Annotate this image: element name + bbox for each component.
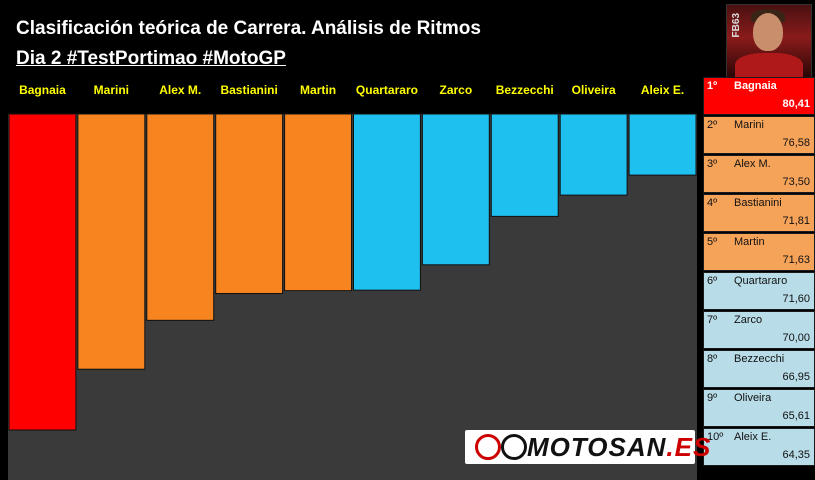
ranking-rider-name: Alex M.: [734, 158, 771, 170]
ranking-value: 64,35: [782, 449, 810, 461]
ranking-value: 76,58: [782, 137, 810, 149]
ranking-item: 6º Quartararo 71,60: [703, 272, 815, 310]
ranking-position: 4º: [707, 197, 718, 209]
bar-aleix-e-: [628, 113, 697, 176]
ranking-item: 7º Zarco 70,00: [703, 311, 815, 349]
category-label: Marini: [94, 83, 129, 97]
rider-head: [753, 13, 783, 51]
bar-oliveira: [559, 113, 628, 196]
ranking-position: 3º: [707, 158, 718, 170]
ranking-item: 1º Bagnaia 80,41: [703, 77, 815, 115]
ranking-position: 5º: [707, 236, 718, 248]
ranking-item: 2º Marini 76,58: [703, 116, 815, 154]
ranking-position: 2º: [707, 119, 718, 131]
category-label: Bagnaia: [19, 83, 66, 97]
bar-bagnaia: [8, 113, 77, 431]
bar-zarco: [421, 113, 490, 266]
ranking-value: 66,95: [782, 371, 810, 383]
ranking-rider-name: Aleix E.: [734, 431, 772, 443]
ranking-rider-name: Bagnaia: [734, 80, 777, 92]
ranking-position: 1º: [707, 80, 718, 92]
ranking-position: 7º: [707, 314, 718, 326]
ranking-position: 10º: [707, 431, 724, 443]
category-label: Aleix E.: [641, 83, 684, 97]
ranking-value: 71,81: [782, 215, 810, 227]
ranking-value: 65,61: [782, 410, 810, 422]
ranking-rider-name: Bastianini: [734, 197, 782, 209]
ranking-position: 6º: [707, 275, 718, 287]
motosan-logo: MOTOSAN.ES: [465, 430, 710, 464]
ranking-value: 71,63: [782, 254, 810, 266]
category-label: Oliveira: [572, 83, 616, 97]
bar-quartararo: [353, 113, 421, 291]
ranking-item: 8º Bezzecchi 66,95: [703, 350, 815, 388]
rider-suit: [735, 53, 803, 77]
ranking-rider-name: Bezzecchi: [734, 353, 785, 365]
bar-chart: Bagnaia Marini Alex M. Bastianini Martin Quar…: [8, 83, 697, 480]
ranking-rider-name: Zarco: [734, 314, 763, 326]
ranking-item: 9º Oliveira 65,61: [703, 389, 815, 427]
bar-bezzecchi: [490, 113, 559, 217]
ranking-rider-name: Marini: [734, 119, 764, 131]
ranking-value: 80,41: [782, 98, 810, 110]
chart-title: Clasificación teórica de Carrera. Anális…: [16, 18, 481, 39]
ranking-rider-name: Quartararo: [734, 275, 788, 287]
ranking-item: 4º Bastianini 71,81: [703, 194, 815, 232]
chart-subtitle: Dia 2 #TestPortimao #MotoGP: [16, 48, 286, 69]
ranking-rider-name: Martin: [734, 236, 765, 248]
category-label: Bastianini: [220, 83, 277, 97]
category-label: Alex M.: [159, 83, 201, 97]
ranking-list: 1º Bagnaia 80,41 2º Marini 76,58 3º Alex M. 73,5…: [703, 77, 815, 467]
rider-photo: FB63: [726, 4, 812, 78]
ranking-value: 71,60: [782, 293, 810, 305]
category-label: Quartararo: [356, 83, 418, 97]
category-label: Zarco: [440, 83, 473, 97]
ranking-value: 73,50: [782, 176, 810, 188]
logo-wheel-icon: [475, 434, 501, 460]
ranking-item: 3º Alex M. 73,50: [703, 155, 815, 193]
ranking-position: 9º: [707, 392, 718, 404]
category-label: Martin: [300, 83, 336, 97]
ranking-position: 8º: [707, 353, 718, 365]
ranking-value: 70,00: [782, 332, 810, 344]
category-label: Bezzecchi: [496, 83, 554, 97]
logo-text: MOTOSAN.ES: [527, 432, 712, 462]
rider-tag: FB63: [731, 13, 742, 38]
ranking-item: 5º Martin 71,63: [703, 233, 815, 271]
bar-alex-m-: [146, 113, 215, 321]
logo-wheel-icon: [501, 434, 527, 460]
ranking-item: 10º Aleix E. 64,35: [703, 428, 815, 466]
bar-marini: [77, 113, 146, 370]
ranking-rider-name: Oliveira: [734, 392, 772, 404]
bar-martin: [284, 113, 353, 292]
bar-bastianini: [215, 113, 284, 295]
